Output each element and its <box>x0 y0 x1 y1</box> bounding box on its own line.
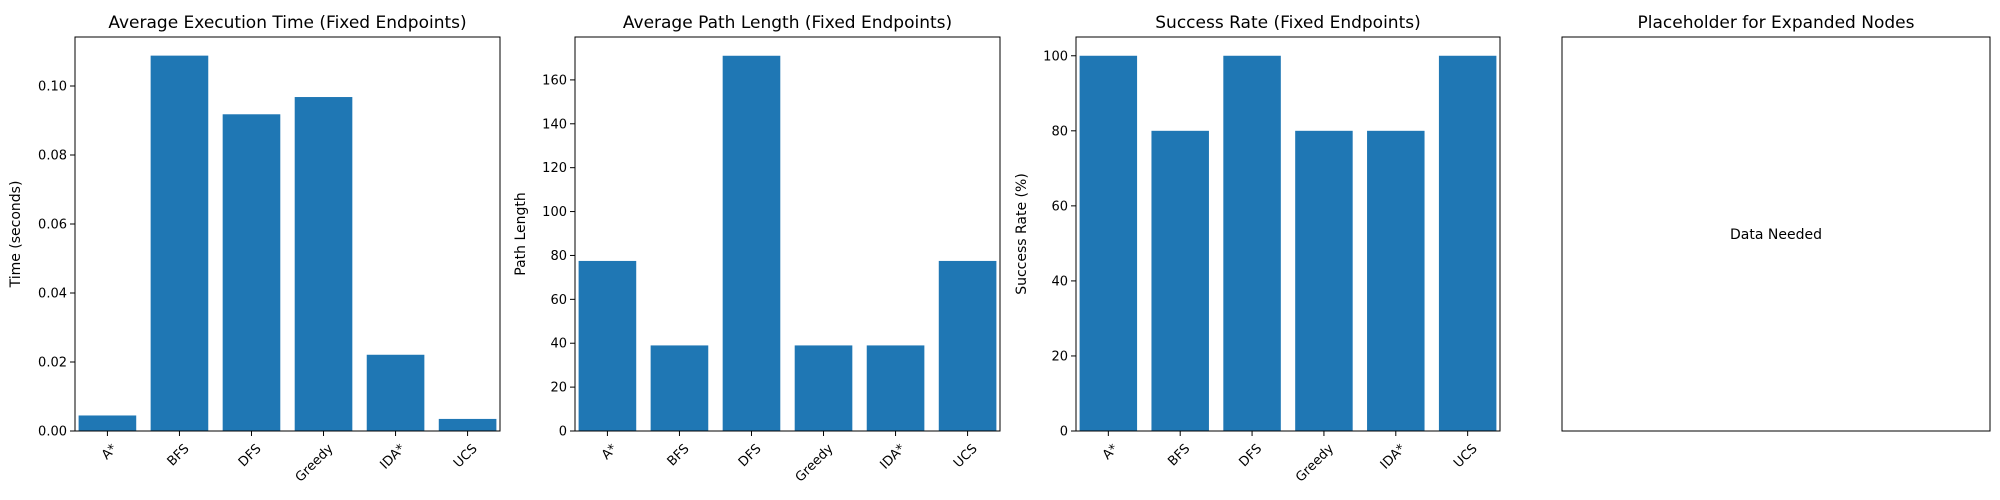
chart-0-bar-greedy <box>294 97 353 431</box>
chart-2-ytick-label: 0 <box>1060 425 1068 440</box>
chart-1-bar-a <box>578 260 637 431</box>
chart-0-ytick-label: 0.04 <box>38 286 67 301</box>
chart-1-ytick-label: 140 <box>542 117 567 132</box>
chart-0-ytick-label: 0.00 <box>38 425 67 440</box>
chart-0-bar-bfs <box>150 55 209 432</box>
chart-1-bar-greedy <box>794 345 853 431</box>
chart-1-bar-ucs <box>938 260 997 431</box>
chart-0-ytick-label: 0.10 <box>38 79 67 94</box>
chart-1-axes-frame <box>574 36 1001 432</box>
chart-0-bar-dfs <box>222 114 281 432</box>
chart-2-bar-ida <box>1367 130 1425 432</box>
chart-1-ylabel: Path Length <box>513 192 529 276</box>
chart-0-ylabel: Time (seconds) <box>8 181 24 289</box>
chart-1-title: Average Path Length (Fixed Endpoints) <box>623 13 952 33</box>
chart-3-message: Data Needed <box>1730 227 1822 243</box>
chart-1-ytick-label: 0 <box>559 425 567 440</box>
chart-1-ytick-label: 40 <box>550 337 567 352</box>
chart-2-title: Success Rate (Fixed Endpoints) <box>1155 13 1420 33</box>
chart-1-bar-ida <box>866 345 925 431</box>
chart-0-ytick-label: 0.06 <box>38 217 67 232</box>
chart-0-axes-frame <box>74 36 501 432</box>
chart-1-ytick-label: 160 <box>542 73 567 88</box>
chart-2-ytick-label: 40 <box>1051 274 1068 289</box>
chart-0-bar-a <box>78 415 137 431</box>
chart-3-title: Placeholder for Expanded Nodes <box>1638 13 1915 33</box>
chart-1-bar-bfs <box>650 345 709 431</box>
chart-0-title: Average Execution Time (Fixed Endpoints) <box>108 13 466 33</box>
chart-0-ytick-label: 0.02 <box>38 355 67 370</box>
chart-2-ytick-label: 20 <box>1051 349 1068 364</box>
chart-1-ytick-label: 120 <box>542 161 567 176</box>
chart-2-bar-ucs <box>1438 55 1497 432</box>
chart-2-ylabel: Success Rate (%) <box>1014 173 1030 295</box>
chart-2-axes-frame <box>1075 36 1501 432</box>
chart-2-bar-bfs <box>1151 130 1209 432</box>
chart-1-ytick-label: 20 <box>550 381 567 396</box>
chart-2-ytick-label: 60 <box>1051 199 1068 214</box>
chart-1-ytick-label: 100 <box>542 205 567 220</box>
chart-3-axes-frame <box>1561 36 1991 432</box>
chart-0-bar-ucs <box>438 418 497 431</box>
chart-2-bar-a <box>1079 55 1138 432</box>
chart-2-bar-dfs <box>1223 55 1281 432</box>
chart-1-ytick-label: 80 <box>550 249 567 264</box>
chart-1-bar-dfs <box>722 55 781 432</box>
chart-2-bar-greedy <box>1295 130 1353 432</box>
chart-1-ytick-label: 60 <box>550 293 567 308</box>
chart-0-bar-ida <box>366 354 425 431</box>
chart-2-ytick-label: 80 <box>1051 124 1068 139</box>
chart-0-ytick-label: 0.08 <box>38 148 67 163</box>
chart-2-ytick-label: 100 <box>1043 49 1068 64</box>
